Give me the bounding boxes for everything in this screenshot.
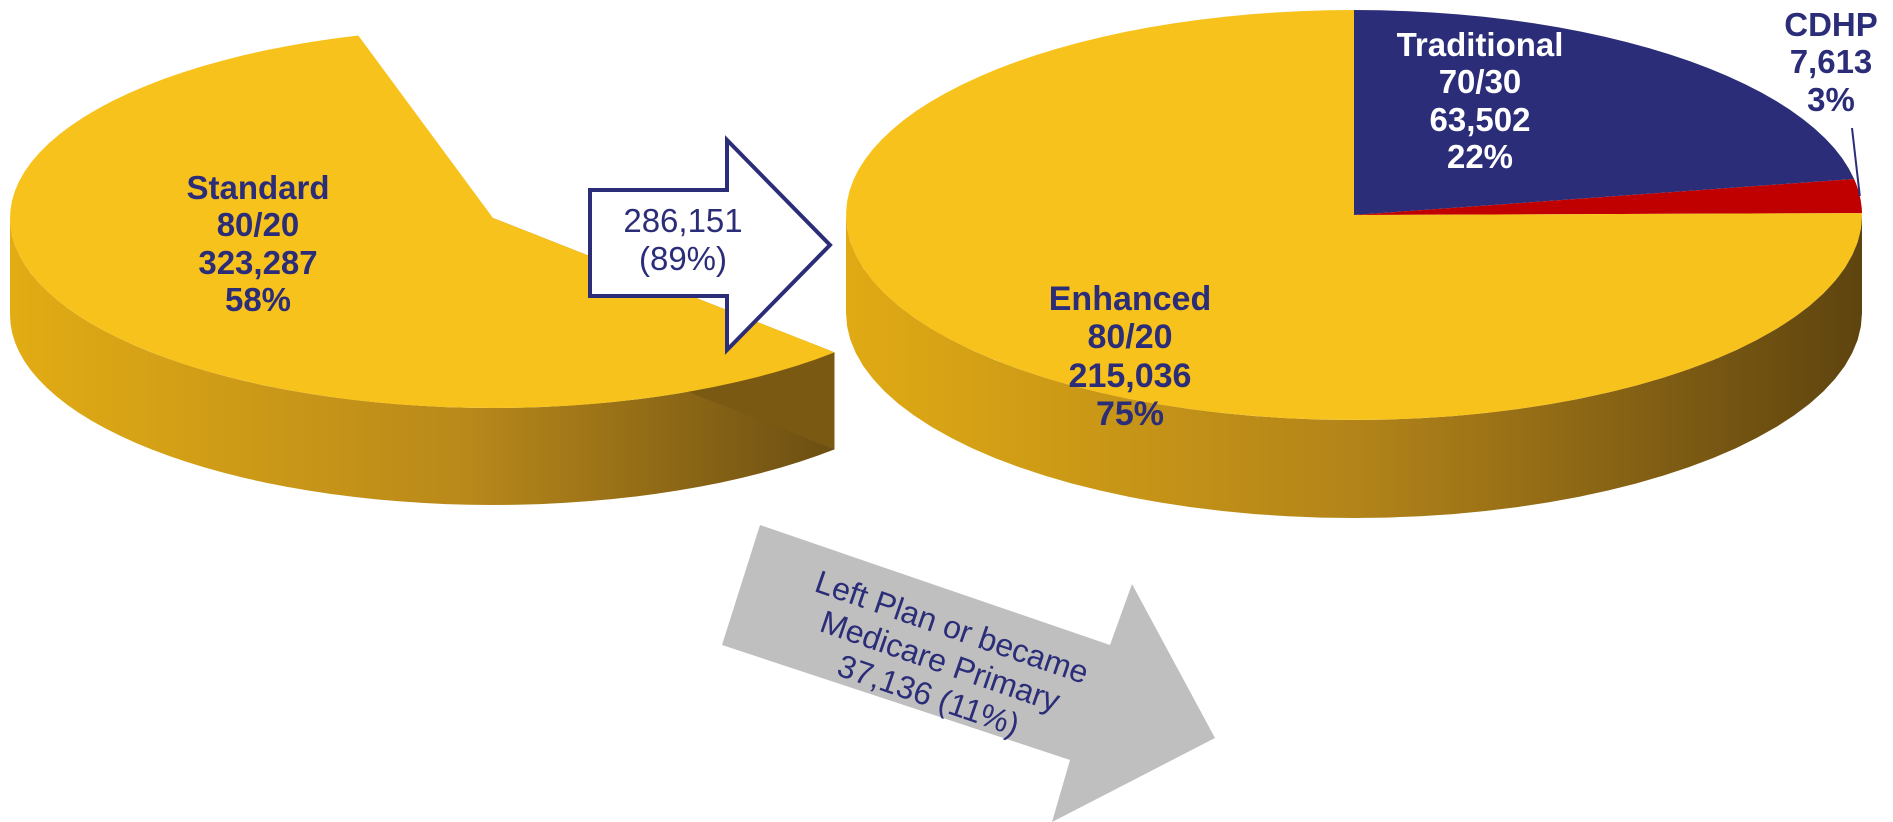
slice-label-enhanced: Enhanced 80/20 215,036 75% xyxy=(1025,280,1235,434)
standard-name: Standard xyxy=(186,169,330,206)
standard-plan: 80/20 xyxy=(216,206,300,244)
slice-label-standard: Standard 80/20 323,287 58% xyxy=(158,169,358,318)
standard-pct: 58% xyxy=(224,280,292,318)
traditional-slice xyxy=(1354,10,1855,215)
standard-side xyxy=(10,218,835,505)
standard-value: 323,287 xyxy=(198,243,318,281)
flow-count: 286,151 xyxy=(623,202,743,239)
flow-arrow-text: 286,151 (89%) xyxy=(598,202,768,278)
flow-pct: (89%) xyxy=(638,239,728,277)
left-plan-arrow-shape xyxy=(722,525,1215,822)
cdhp-pct: 3% xyxy=(1807,80,1855,118)
cdhp-value: 7,613 xyxy=(1789,43,1873,81)
flow-arrow-shape xyxy=(588,135,833,355)
cdhp-leader-line xyxy=(1851,127,1861,197)
pies-layer xyxy=(10,10,1862,518)
traditional-value: 63,502 xyxy=(1429,100,1531,138)
traditional-plan: 70/30 xyxy=(1438,63,1522,101)
right-pie-side xyxy=(846,215,1862,518)
left-plan-arrow-layer xyxy=(722,525,1215,822)
cdhp-name: CDHP xyxy=(1784,6,1878,43)
slice-label-traditional: Traditional 70/30 63,502 22% xyxy=(1375,26,1585,175)
enhanced-slice xyxy=(846,10,1862,420)
standard-slice xyxy=(10,35,835,408)
enhanced-value: 215,036 xyxy=(1068,356,1192,395)
traditional-name: Traditional xyxy=(1396,26,1564,63)
slice-label-cdhp: CDHP 7,613 3% xyxy=(1776,6,1886,118)
cdhp-slice xyxy=(1354,179,1862,215)
enhanced-pct: 75% xyxy=(1095,395,1165,434)
enhanced-name: Enhanced xyxy=(1048,280,1212,318)
flow-arrow-layer xyxy=(588,135,833,355)
enhanced-plan: 80/20 xyxy=(1087,318,1173,357)
traditional-pct: 22% xyxy=(1446,137,1514,175)
